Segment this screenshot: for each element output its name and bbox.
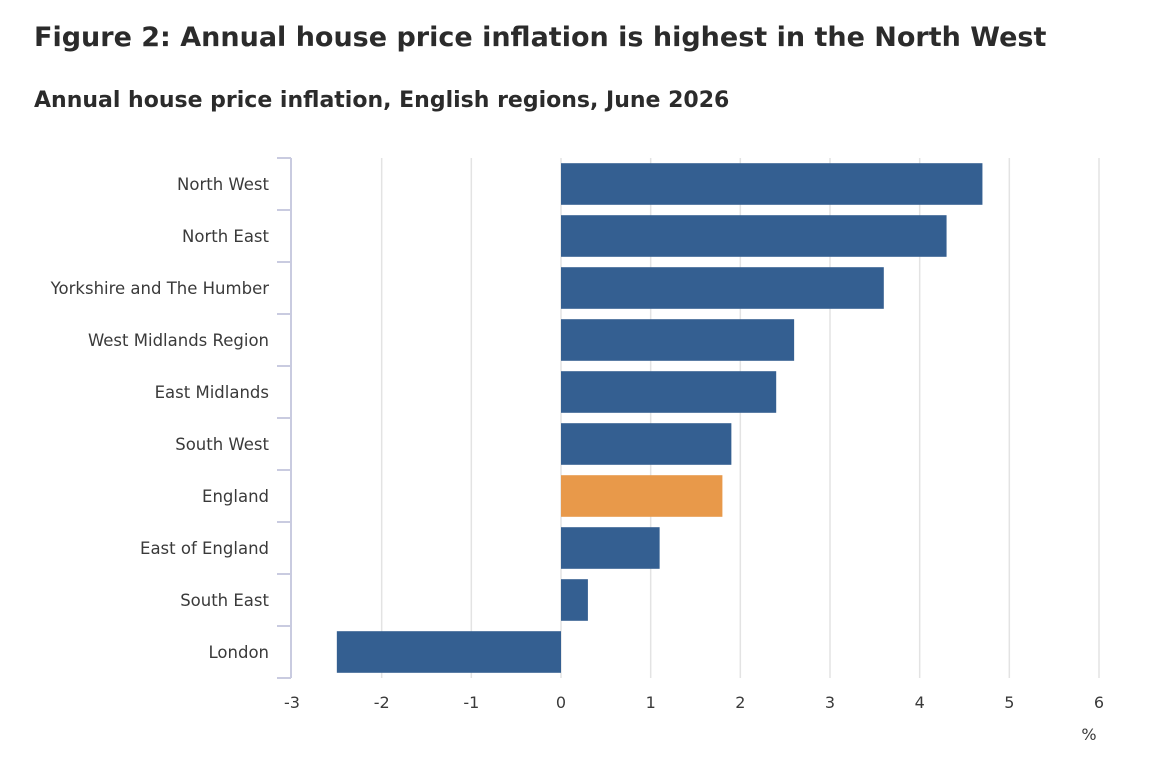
bar-north-east	[561, 215, 947, 257]
bar-yorkshire-and-the-humber	[561, 267, 884, 309]
category-label: London	[209, 643, 269, 662]
x-axis-unit-label: %	[1081, 725, 1096, 744]
category-label: West Midlands Region	[88, 331, 269, 350]
x-tick-label: 4	[915, 693, 925, 712]
x-tick-label: 2	[735, 693, 745, 712]
bar-west-midlands-region	[561, 319, 795, 361]
category-label: East Midlands	[155, 383, 269, 402]
x-tick-label: 6	[1094, 693, 1104, 712]
chart-title: Annual house price inflation, English re…	[34, 88, 730, 113]
bar-south-west	[561, 423, 732, 465]
x-tick-label: -3	[284, 693, 300, 712]
x-tick-label: 5	[1004, 693, 1014, 712]
category-label: South East	[180, 591, 269, 610]
bar-east-midlands	[561, 371, 777, 413]
x-tick-label: 1	[646, 693, 656, 712]
bar-england	[561, 475, 723, 517]
category-label: Yorkshire and The Humber	[50, 279, 270, 298]
x-tick-label: -1	[463, 693, 479, 712]
figure-title: Figure 2: Annual house price inflation i…	[34, 22, 1047, 53]
bar-north-west	[561, 163, 983, 205]
bar-east-of-england	[561, 527, 660, 569]
category-labels: North West North East Yorkshire and The Hu…	[50, 175, 270, 662]
x-tick-label: -2	[374, 693, 390, 712]
x-tick-label: 0	[556, 693, 566, 712]
x-tick-label: 3	[825, 693, 835, 712]
bar-london	[336, 631, 561, 673]
category-label: East of England	[140, 539, 269, 558]
bars	[336, 163, 983, 673]
category-label: North West	[177, 175, 269, 194]
category-label: North East	[182, 227, 270, 246]
category-label: South West	[175, 435, 269, 454]
category-label: England	[202, 487, 269, 506]
bar-south-east	[561, 579, 588, 621]
x-axis-ticks: -3 -2 -1 0 1 2 3 4 5 6	[284, 693, 1104, 712]
y-axis	[277, 157, 292, 679]
